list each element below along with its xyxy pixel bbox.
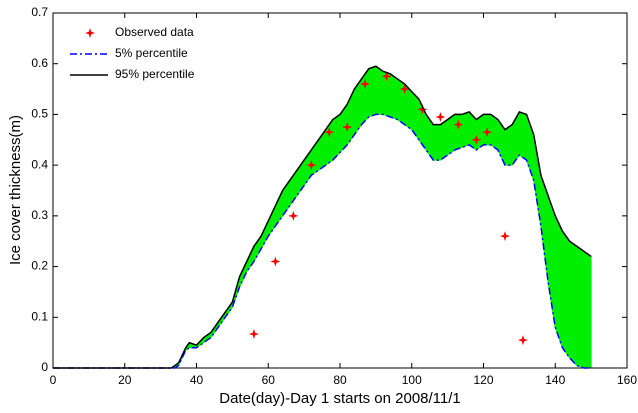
- observed-point: [435, 111, 446, 122]
- y-tick-label: 0.6: [31, 56, 48, 70]
- observed-point: [471, 134, 482, 145]
- observed-point: [517, 335, 528, 346]
- legend-label: Observed data: [115, 25, 194, 39]
- observed-point: [417, 104, 428, 115]
- y-tick-label: 0.4: [31, 157, 48, 171]
- observed-point: [500, 231, 511, 242]
- observed-point: [381, 71, 392, 82]
- observed-point: [453, 119, 464, 130]
- observed-point: [482, 127, 493, 138]
- observed-point: [306, 160, 317, 171]
- y-tick-label: 0.1: [31, 309, 48, 323]
- observed-point: [399, 84, 410, 95]
- observed-point: [288, 210, 299, 221]
- observed-point: [324, 127, 335, 138]
- x-axis-title: Date(day)-Day 1 starts on 2008/11/1: [219, 390, 461, 407]
- y-tick-label: 0.7: [31, 5, 48, 19]
- legend-marker: [85, 28, 95, 38]
- x-tick-label: 0: [50, 373, 57, 387]
- series-line: [53, 113, 592, 369]
- x-tick-label: 100: [402, 373, 422, 387]
- x-tick-label: 160: [617, 373, 637, 387]
- y-tick-label: 0.2: [31, 259, 48, 273]
- x-tick-label: 140: [545, 373, 565, 387]
- x-tick-label: 120: [473, 373, 493, 387]
- observed-point: [342, 122, 353, 133]
- y-tick-label: 0.5: [31, 107, 48, 121]
- legend-label: 95% percentile: [115, 67, 195, 81]
- y-tick-label: 0.3: [31, 208, 48, 222]
- x-tick-label: 20: [118, 373, 132, 387]
- series-line: [53, 65, 592, 369]
- legend-label: 5% percentile: [115, 46, 188, 60]
- ensemble-band: [53, 65, 592, 369]
- observed-point: [270, 256, 281, 267]
- observed-point: [248, 329, 259, 340]
- x-tick-label: 60: [262, 373, 276, 387]
- y-axis-title: Ice cover thickness(m): [7, 115, 24, 265]
- observed-point: [360, 79, 371, 89]
- x-tick-label: 80: [333, 373, 347, 387]
- x-tick-label: 40: [190, 373, 204, 387]
- y-tick-label: 0: [41, 360, 48, 374]
